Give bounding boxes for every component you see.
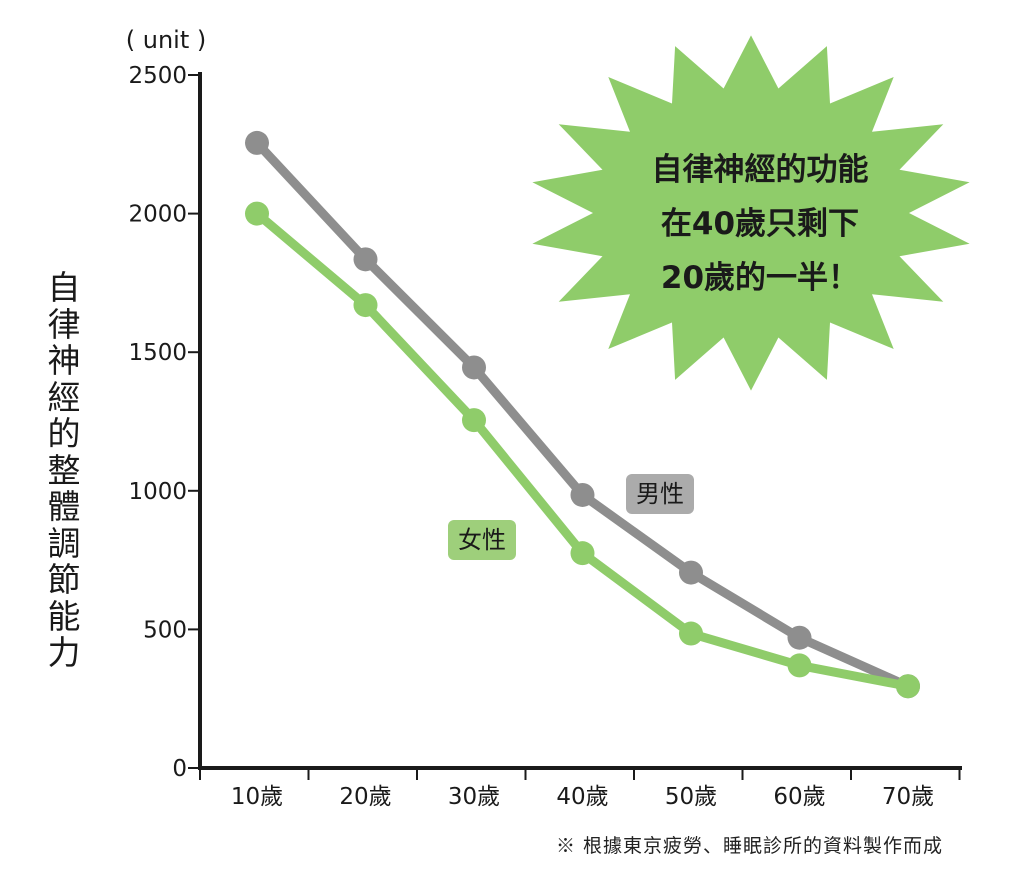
x-tick-label: 50歲 xyxy=(665,784,717,810)
y-axis-label-char: 的 xyxy=(47,414,81,453)
callout-text: 自律神經的功能 在40歲只剩下 20歲的一半！ xyxy=(600,143,920,305)
source-footnote: ※ 根據東京疲勞、睡眠診所的資料製作而成 xyxy=(556,835,944,857)
y-tick-label: 1500 xyxy=(128,340,187,366)
callout-line-1: 自律神經的功能 xyxy=(651,152,869,188)
y-axis-label-char: 律 xyxy=(47,304,81,344)
y-axis-label-char: 節 xyxy=(47,560,81,599)
legend-label-female: 女性 xyxy=(448,520,516,560)
callout-line-2: 在40歲只剩下 xyxy=(660,206,860,242)
data-point xyxy=(570,482,595,507)
x-tick-label: 30歲 xyxy=(448,784,500,810)
x-tick-label: 70歲 xyxy=(882,784,934,810)
chart-axes: 0 500 1000 1500 2000 2500 10歲 20歲 30歲 40歲 50歲 60歲 70… xyxy=(128,63,962,810)
callout-line-3: 20歲的一半！ xyxy=(660,260,860,296)
x-tick-label: 40歲 xyxy=(556,784,608,810)
data-point xyxy=(353,293,378,318)
y-tick-label: 2500 xyxy=(128,63,187,89)
data-point xyxy=(245,130,269,155)
x-tick-label: 10歲 xyxy=(231,784,283,810)
unit-label: ( unit ) xyxy=(126,26,206,54)
y-tick-label: 2000 xyxy=(128,202,187,228)
series-female xyxy=(245,201,920,699)
y-axis-label-char: 調 xyxy=(47,523,81,563)
data-point xyxy=(570,541,595,566)
y-axis-label-char: 力 xyxy=(47,633,81,672)
data-point xyxy=(462,355,486,380)
y-axis-label: 自律神經的整體調節能力 xyxy=(44,268,84,672)
y-axis-label-char: 體 xyxy=(47,487,81,526)
series-male xyxy=(245,130,920,699)
data-point xyxy=(245,201,269,226)
series-layer xyxy=(245,130,920,699)
y-axis-label-char: 經 xyxy=(47,377,81,417)
legend-label-male: 男性 xyxy=(626,474,694,514)
data-point xyxy=(353,247,378,272)
data-point xyxy=(679,560,703,585)
y-axis-label-char: 整 xyxy=(47,450,81,490)
data-point xyxy=(679,621,703,646)
y-axis-label-char: 神 xyxy=(47,341,81,380)
data-point xyxy=(896,674,920,699)
y-tick-label: 0 xyxy=(172,756,187,782)
y-axis-label-char: 能 xyxy=(47,596,81,636)
data-point xyxy=(787,653,812,678)
x-tick-label: 60歲 xyxy=(773,784,825,810)
x-tick-label: 20歲 xyxy=(339,784,391,810)
y-tick-label: 500 xyxy=(143,617,187,643)
data-point xyxy=(787,625,812,650)
y-axis-label-char: 自 xyxy=(47,268,81,307)
starburst-callout xyxy=(532,35,970,391)
data-point xyxy=(462,408,486,433)
y-tick-label: 1000 xyxy=(128,479,187,505)
